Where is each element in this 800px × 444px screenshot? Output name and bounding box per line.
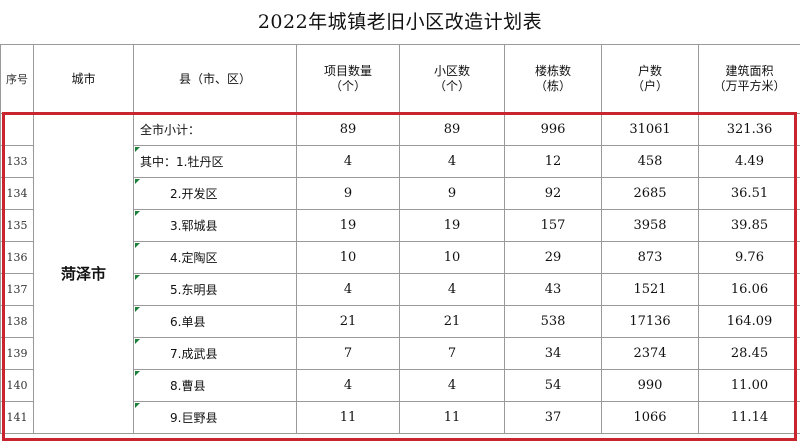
header-buildings: 楼栋数 （栋） (504, 44, 602, 114)
renovation-plan-table: 序号 城市 县（市、区） 项目数量 （个） 小区数 （个） 楼栋数 （栋） 户数 （户）… (0, 44, 800, 434)
row-households: 3958 (601, 209, 699, 242)
row-area: 321.36 (698, 113, 800, 146)
row-seq: 141 (0, 401, 34, 434)
header-communities: 小区数 （个） (399, 44, 505, 114)
row-buildings: 157 (504, 209, 602, 242)
row-buildings: 54 (504, 369, 602, 402)
row-communities: 21 (399, 305, 505, 338)
table-row: 135 3.郓城县 19 19 157 3958 39.85 (0, 209, 800, 242)
row-projects: 21 (296, 305, 400, 338)
table-row: 139 7.成武县 7 7 34 2374 28.45 (0, 337, 800, 370)
row-projects: 4 (296, 273, 400, 306)
row-seq: 134 (0, 177, 34, 210)
row-seq: 138 (0, 305, 34, 338)
row-households: 1066 (601, 401, 699, 434)
comment-marker-icon (135, 275, 140, 280)
row-buildings: 92 (504, 177, 602, 210)
row-households: 2685 (601, 177, 699, 210)
header-area: 建筑面积 （万平方米） (698, 44, 800, 114)
row-buildings: 34 (504, 337, 602, 370)
row-projects: 10 (296, 241, 400, 274)
row-projects: 11 (296, 401, 400, 434)
row-county: 7.成武县 (133, 337, 297, 370)
row-seq: 140 (0, 369, 34, 402)
header-projects: 项目数量 （个） (296, 44, 400, 114)
header-county: 县（市、区） (133, 44, 297, 114)
row-projects: 9 (296, 177, 400, 210)
table-row: 140 8.曹县 4 4 54 990 11.00 (0, 369, 800, 402)
table-row: 133 其中：1.牡丹区 4 4 12 458 4.49 (0, 145, 800, 178)
row-communities: 4 (399, 369, 505, 402)
row-county: 6.单县 (133, 305, 297, 338)
row-county: 8.曹县 (133, 369, 297, 402)
row-seq: 139 (0, 337, 34, 370)
header-city: 城市 (33, 44, 134, 114)
row-projects: 4 (296, 369, 400, 402)
row-seq (0, 113, 34, 146)
row-projects: 89 (296, 113, 400, 146)
row-communities: 89 (399, 113, 505, 146)
comment-marker-icon (135, 371, 140, 376)
row-households: 873 (601, 241, 699, 274)
row-county: 其中：1.牡丹区 (133, 145, 297, 178)
row-area: 36.51 (698, 177, 800, 210)
row-buildings: 29 (504, 241, 602, 274)
table-row: 菏泽市 全市小计： 89 89 996 31061 321.36 (0, 113, 800, 434)
row-area: 39.85 (698, 209, 800, 242)
row-area: 11.14 (698, 401, 800, 434)
row-communities: 10 (399, 241, 505, 274)
comment-marker-icon (135, 179, 140, 184)
row-communities: 7 (399, 337, 505, 370)
row-households: 990 (601, 369, 699, 402)
row-households: 17136 (601, 305, 699, 338)
row-households: 458 (601, 145, 699, 178)
city-cell: 菏泽市 (33, 113, 134, 434)
row-area: 16.06 (698, 273, 800, 306)
comment-marker-icon (135, 147, 140, 152)
row-area: 9.76 (698, 241, 800, 274)
header-households: 户数 （户） (601, 44, 699, 114)
row-communities: 9 (399, 177, 505, 210)
row-buildings: 538 (504, 305, 602, 338)
row-households: 2374 (601, 337, 699, 370)
row-projects: 4 (296, 145, 400, 178)
row-seq: 133 (0, 145, 34, 178)
row-communities: 11 (399, 401, 505, 434)
row-area: 11.00 (698, 369, 800, 402)
row-area: 4.49 (698, 145, 800, 178)
row-communities: 4 (399, 273, 505, 306)
header-seq: 序号 (0, 44, 34, 114)
table-row: 141 9.巨野县 11 11 37 1066 11.14 (0, 401, 800, 434)
row-county: 5.东明县 (133, 273, 297, 306)
page-title: 2022年城镇老旧小区改造计划表 (257, 11, 543, 33)
row-households: 31061 (601, 113, 699, 146)
comment-marker-icon (135, 339, 140, 344)
row-area: 164.09 (698, 305, 800, 338)
row-buildings: 996 (504, 113, 602, 146)
row-seq: 137 (0, 273, 34, 306)
comment-marker-icon (135, 211, 140, 216)
row-buildings: 43 (504, 273, 602, 306)
row-communities: 4 (399, 145, 505, 178)
comment-marker-icon (135, 307, 140, 312)
comment-marker-icon (135, 243, 140, 248)
table-row: 134 2.开发区 9 9 92 2685 36.51 (0, 177, 800, 210)
row-projects: 7 (296, 337, 400, 370)
row-county: 3.郓城县 (133, 209, 297, 242)
row-area: 28.45 (698, 337, 800, 370)
row-seq: 135 (0, 209, 34, 242)
row-projects: 19 (296, 209, 400, 242)
comment-marker-icon (135, 403, 140, 408)
row-seq: 136 (0, 241, 34, 274)
row-county: 2.开发区 (133, 177, 297, 210)
row-buildings: 12 (504, 145, 602, 178)
row-buildings: 37 (504, 401, 602, 434)
row-county: 全市小计： (133, 113, 297, 146)
row-county: 4.定陶区 (133, 241, 297, 274)
row-county: 9.巨野县 (133, 401, 297, 434)
row-communities: 19 (399, 209, 505, 242)
header-row: 序号 城市 县（市、区） 项目数量 （个） 小区数 （个） 楼栋数 （栋） 户数 （户）… (0, 44, 800, 114)
row-households: 1521 (601, 273, 699, 306)
